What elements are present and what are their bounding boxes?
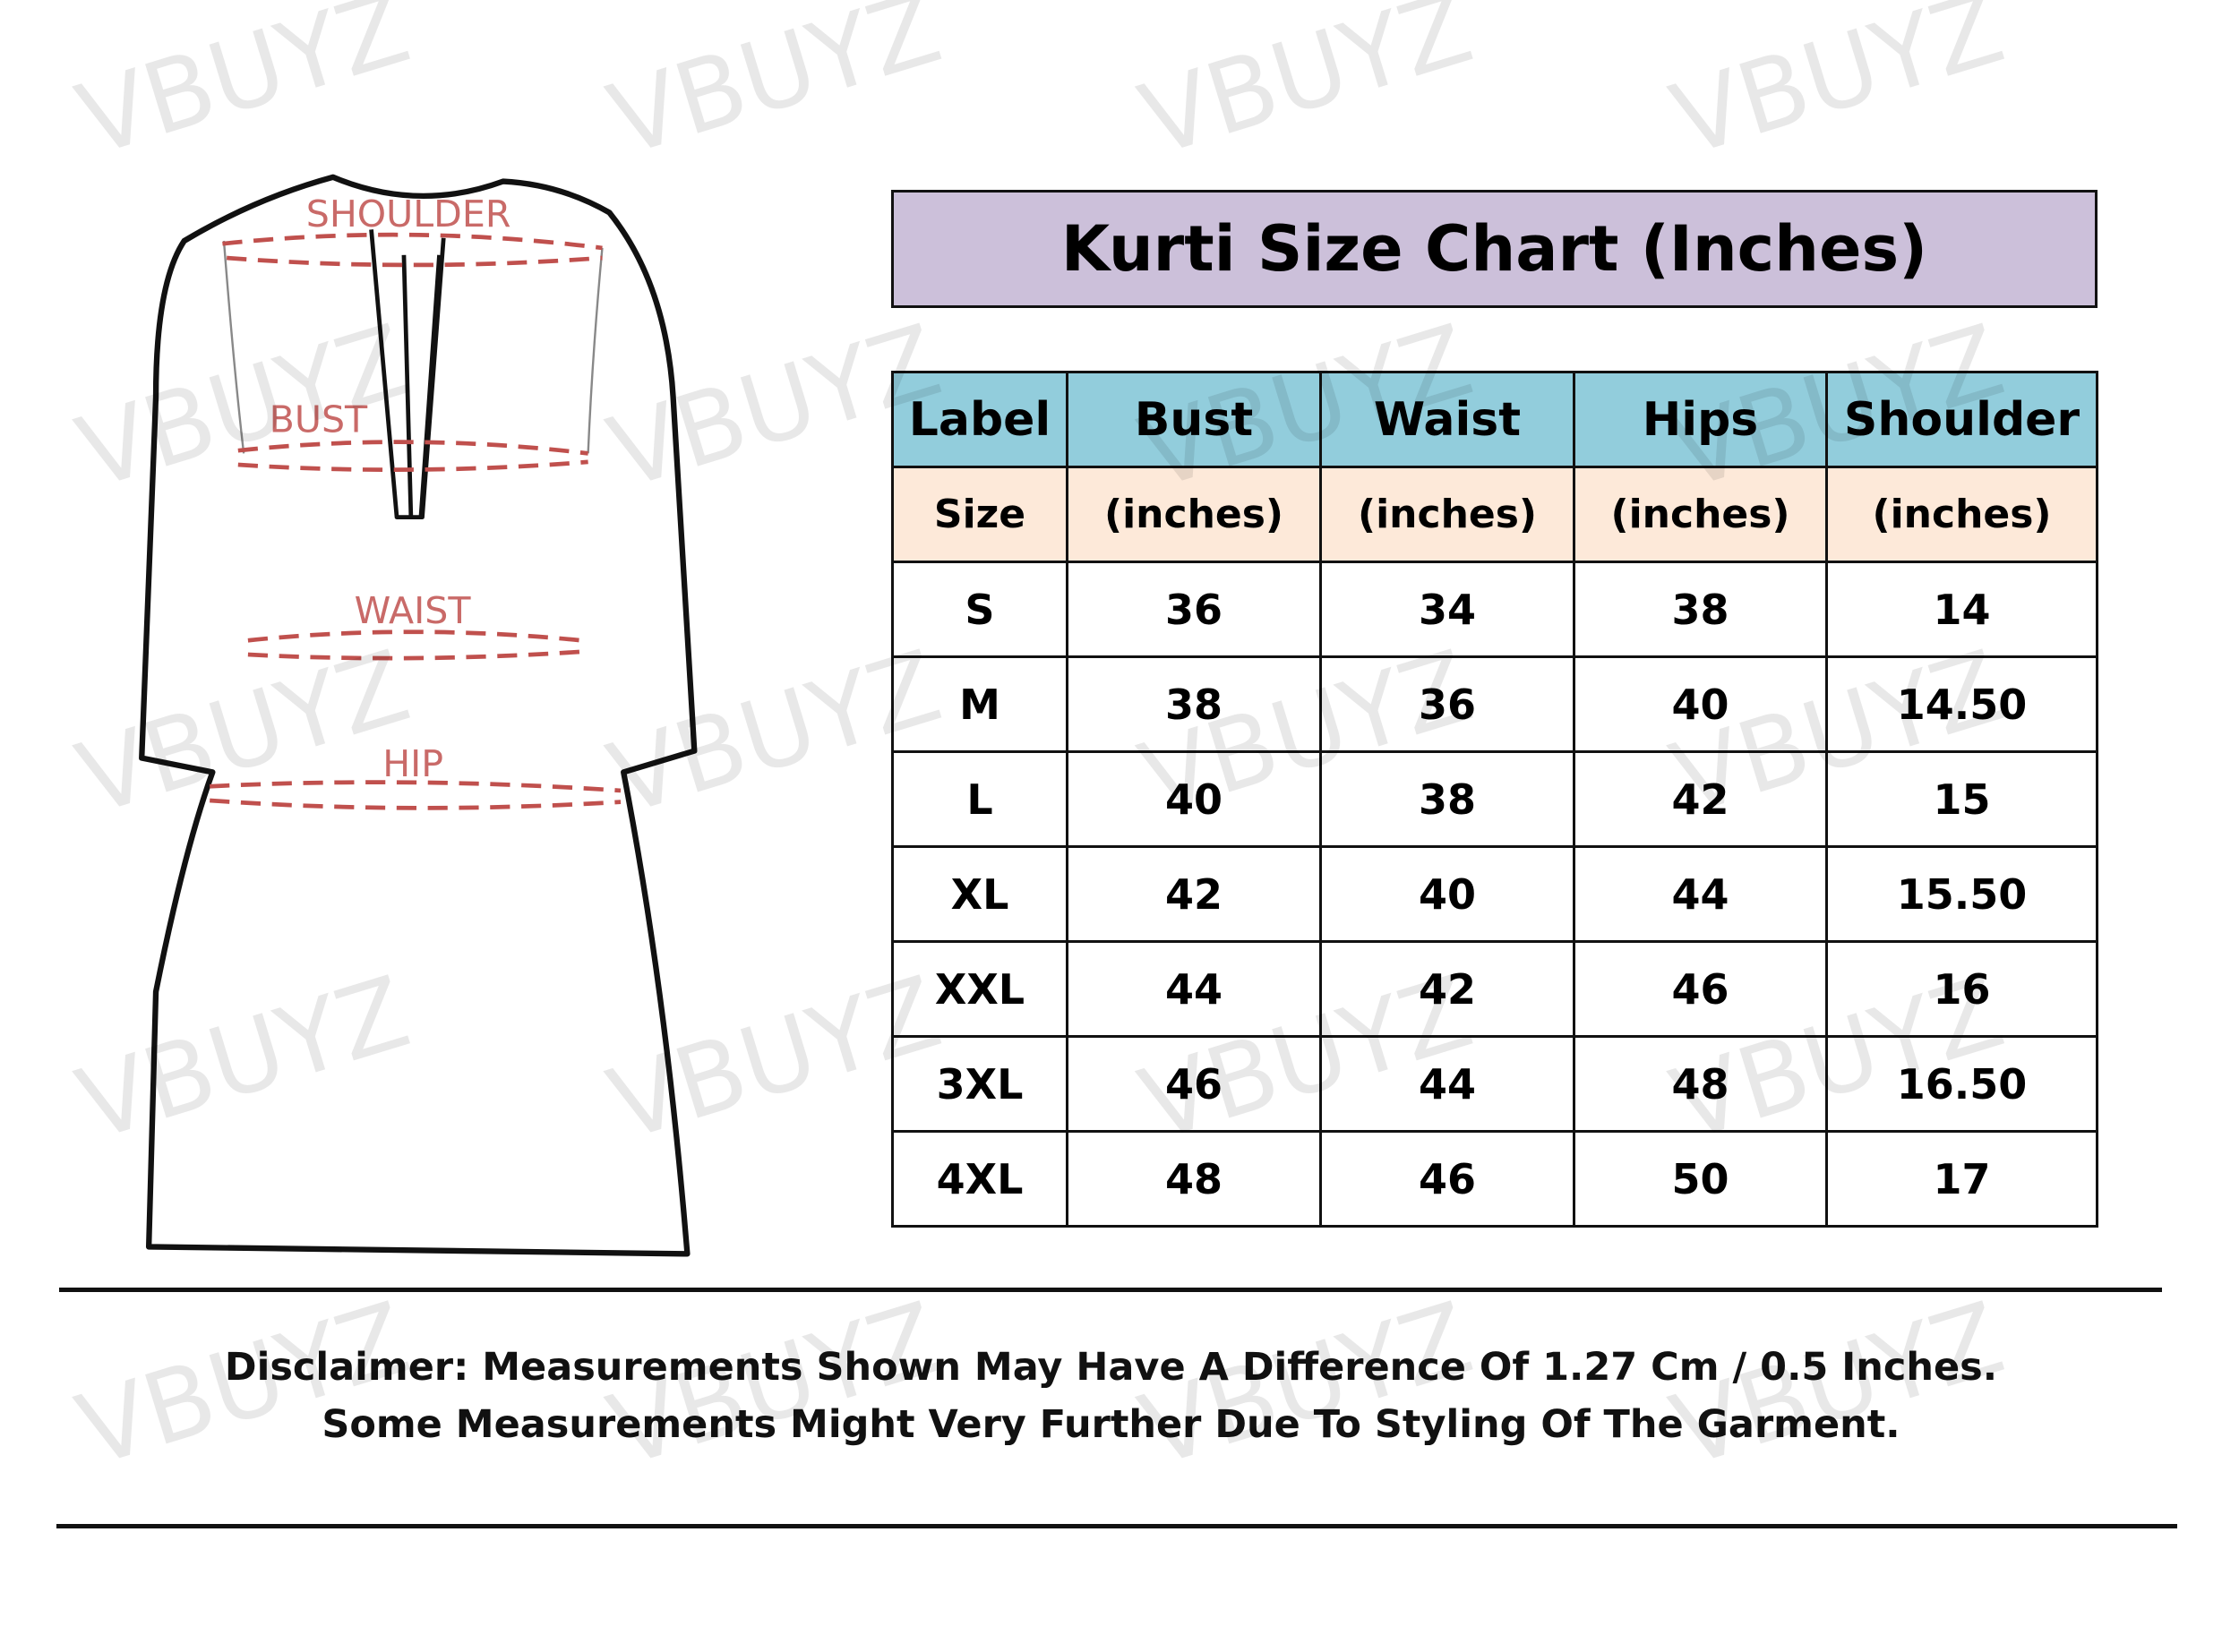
table-cell: 48 [1573, 1035, 1828, 1133]
table-cell: 40 [1319, 845, 1575, 943]
waist-label: WAIST [355, 589, 472, 632]
table-cell: 36 [1319, 655, 1575, 753]
table-cell: 40 [1066, 750, 1322, 848]
chart-title: Kurti Size Chart (Inches) [891, 190, 2098, 308]
table-row: 4XL 48 46 50 17 [891, 1130, 2098, 1228]
disclaimer-line-1: Disclaimer: Measurements Shown May Have … [224, 1345, 1998, 1390]
table-cell: 38 [1066, 655, 1322, 753]
table-cell: 38 [1319, 750, 1575, 848]
table-row: L 40 38 42 15 [891, 750, 2098, 848]
table-cell: 42 [1573, 750, 1828, 848]
table-cell: 44 [1573, 845, 1828, 943]
measure-lines [210, 232, 622, 810]
table-cell: S [891, 561, 1068, 658]
table-cell: 4XL [891, 1130, 1068, 1228]
size-table: Label Bust Waist Hips Shoulder Size (inches) (i… [891, 371, 2098, 1228]
divider-top [59, 1288, 2162, 1292]
table-cell: 14 [1825, 561, 2098, 658]
table-cell: 48 [1066, 1130, 1322, 1228]
table-row: 3XL 46 44 48 16.50 [891, 1035, 2098, 1133]
table-cell: 50 [1573, 1130, 1828, 1228]
table-cell: 46 [1573, 940, 1828, 1038]
table-row: M 38 36 40 14.50 [891, 655, 2098, 753]
table-cell: 44 [1066, 940, 1322, 1038]
table-cell: L [891, 750, 1068, 848]
table-cell: (inches) [1066, 466, 1322, 563]
table-cell: 14.50 [1825, 655, 2098, 753]
table-cell: XL [891, 845, 1068, 943]
table-cell: M [891, 655, 1068, 753]
table-cell: XXL [891, 940, 1068, 1038]
table-row: XL 42 40 44 15.50 [891, 845, 2098, 943]
table-cell: Shoulder [1825, 371, 2098, 468]
table-cell: Size [891, 466, 1068, 563]
kurti-outline [139, 174, 698, 1257]
table-cell: (inches) [1825, 466, 2098, 563]
table-cell: 42 [1066, 845, 1322, 943]
table-cell: 36 [1066, 561, 1322, 658]
shoulder-label: SHOULDER [306, 193, 511, 235]
table-cell: Bust [1066, 371, 1322, 468]
table-cell: (inches) [1573, 466, 1828, 563]
bust-label: BUST [270, 398, 368, 441]
table-cell: 44 [1319, 1035, 1575, 1133]
neck-placket [369, 229, 446, 519]
table-cell: 38 [1573, 561, 1828, 658]
table-cell: 16 [1825, 940, 2098, 1038]
table-cell: (inches) [1319, 466, 1575, 563]
table-cell: Waist [1319, 371, 1575, 468]
table-row: S 36 34 38 14 [891, 561, 2098, 658]
table-cell: Label [891, 371, 1068, 468]
hip-label: HIP [382, 742, 443, 785]
table-cell: 46 [1066, 1035, 1322, 1133]
table-row: XXL 44 42 46 16 [891, 940, 2098, 1038]
divider-bottom [56, 1524, 2177, 1528]
table-cell: 3XL [891, 1035, 1068, 1133]
table-cell: 15.50 [1825, 845, 2098, 943]
table-cell: 34 [1319, 561, 1575, 658]
table-cell: 46 [1319, 1130, 1575, 1228]
header-row: Label Bust Waist Hips Shoulder [891, 371, 2098, 468]
table-cell: Hips [1573, 371, 1828, 468]
disclaimer-line-2: Some Measurements Might Very Further Due… [322, 1402, 1900, 1447]
table-cell: 16.50 [1825, 1035, 2098, 1133]
table-cell: 17 [1825, 1130, 2098, 1228]
table-cell: 42 [1319, 940, 1575, 1038]
table-cell: 40 [1573, 655, 1828, 753]
subheader-row: Size (inches) (inches) (inches) (inches) [891, 466, 2098, 563]
table-cell: 15 [1825, 750, 2098, 848]
